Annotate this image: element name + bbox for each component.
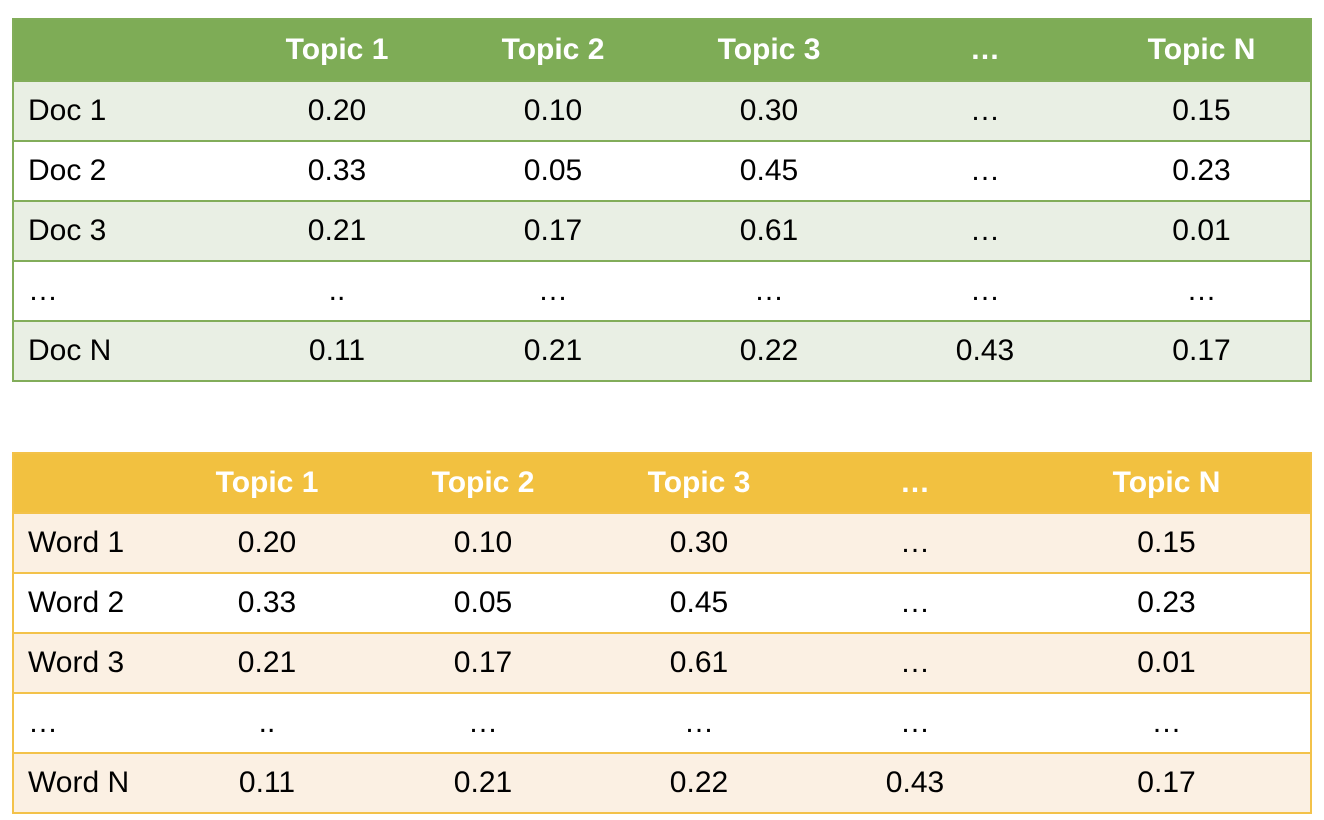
header-cell-ellipsis: … (970, 33, 1000, 66)
table-cell: … (900, 526, 930, 559)
table-row: Word 3 0.21 0.17 0.61 … 0.01 (13, 633, 1311, 693)
row-label: Doc 1 (28, 94, 107, 127)
table-cell: .. (258, 706, 276, 739)
table-cell: 0.20 (237, 526, 297, 559)
table-cell: 0.61 (669, 646, 729, 679)
word-topic-table: Topic 1 Topic 2 Topic 3 … Topic N Word 1… (12, 452, 1312, 814)
table-row: Doc 2 0.33 0.05 0.45 … 0.23 (13, 141, 1311, 201)
header-cell-topic-3: Topic 3 (647, 466, 751, 499)
table-cell: 0.05 (523, 154, 583, 187)
table-cell: … (900, 646, 930, 679)
row-label: Word 3 (28, 646, 125, 679)
table-cell: 0.30 (739, 94, 799, 127)
table-cell: 0.17 (523, 214, 583, 247)
table-cell: … (900, 586, 930, 619)
table-row: … .. … … … … (13, 261, 1311, 321)
row-label: … (28, 706, 58, 739)
table-cell: … (970, 94, 1000, 127)
table-cell: 0.21 (237, 646, 297, 679)
row-label: … (28, 274, 58, 307)
table-cell: 0.01 (1137, 646, 1196, 679)
table-cell: … (538, 274, 568, 307)
table-cell: 0.10 (453, 526, 513, 559)
table-cell: 0.15 (1137, 526, 1196, 559)
table-cell: 0.17 (1137, 766, 1196, 799)
table-cell: 0.17 (453, 646, 513, 679)
table-cell: 0.21 (307, 214, 367, 247)
table-row: … .. … … … … (13, 693, 1311, 753)
table-cell: … (684, 706, 714, 739)
table-cell: 0.22 (739, 334, 799, 367)
header-cell-topic-2: Topic 2 (431, 466, 535, 499)
table-cell: 0.05 (453, 586, 513, 619)
table-cell: 0.43 (885, 766, 945, 799)
header-cell-topic-3: Topic 3 (717, 33, 821, 66)
header-cell-topic-1: Topic 1 (215, 466, 319, 499)
table-row: Word 2 0.33 0.05 0.45 … 0.23 (13, 573, 1311, 633)
row-label: Word 2 (28, 586, 125, 619)
table-cell: .. (328, 274, 346, 307)
table-header-row: Topic 1 Topic 2 Topic 3 … Topic N (13, 19, 1311, 81)
header-cell-topic-2: Topic 2 (501, 33, 605, 66)
header-cell-corner (13, 19, 229, 81)
table-cell: … (970, 274, 1000, 307)
row-label: Word 1 (28, 526, 125, 559)
row-label: Word N (28, 766, 130, 799)
table-cell: 0.23 (1137, 586, 1196, 619)
table-cell: 0.17 (1172, 334, 1231, 367)
table-row: Word 1 0.20 0.10 0.30 … 0.15 (13, 513, 1311, 573)
table-cell: … (468, 706, 498, 739)
header-cell-ellipsis: … (900, 466, 930, 499)
table-cell: 0.45 (739, 154, 799, 187)
table-cell: 0.30 (669, 526, 729, 559)
header-cell-topic-1: Topic 1 (285, 33, 389, 66)
table-cell: 0.01 (1172, 214, 1231, 247)
table-cell: … (1151, 706, 1182, 739)
table-cell: 0.21 (453, 766, 513, 799)
table-cell: 0.21 (523, 334, 583, 367)
table-row: Doc 3 0.21 0.17 0.61 … 0.01 (13, 201, 1311, 261)
table-cell: … (970, 214, 1000, 247)
table-cell: 0.43 (955, 334, 1015, 367)
table-cell: 0.11 (308, 334, 366, 367)
document-topic-table: Topic 1 Topic 2 Topic 3 … Topic N Doc 1 … (12, 18, 1312, 382)
header-cell-topic-n: Topic N (1112, 466, 1221, 499)
table-cell: 0.11 (238, 766, 296, 799)
table-cell: … (1186, 274, 1217, 307)
header-cell-topic-n: Topic N (1147, 33, 1256, 66)
table-cell: 0.15 (1172, 94, 1231, 127)
table-row: Doc 1 0.20 0.10 0.30 … 0.15 (13, 81, 1311, 141)
table-cell: … (754, 274, 784, 307)
header-cell-corner (13, 453, 159, 513)
table-row: Doc N 0.11 0.21 0.22 0.43 0.17 (13, 321, 1311, 381)
table-header-row: Topic 1 Topic 2 Topic 3 … Topic N (13, 453, 1311, 513)
row-label: Doc 3 (28, 214, 107, 247)
table-row: Word N 0.11 0.21 0.22 0.43 0.17 (13, 753, 1311, 813)
table-cell: 0.22 (669, 766, 729, 799)
table-cell: 0.10 (523, 94, 583, 127)
table-cell: 0.20 (307, 94, 367, 127)
table-cell: 0.33 (237, 586, 297, 619)
table-cell: 0.23 (1172, 154, 1231, 187)
table-cell: 0.61 (739, 214, 799, 247)
table-cell: … (900, 706, 930, 739)
table-cell: … (970, 154, 1000, 187)
row-label: Doc 2 (28, 154, 107, 187)
table-cell: 0.45 (669, 586, 729, 619)
row-label: Doc N (28, 334, 112, 367)
table-cell: 0.33 (307, 154, 367, 187)
